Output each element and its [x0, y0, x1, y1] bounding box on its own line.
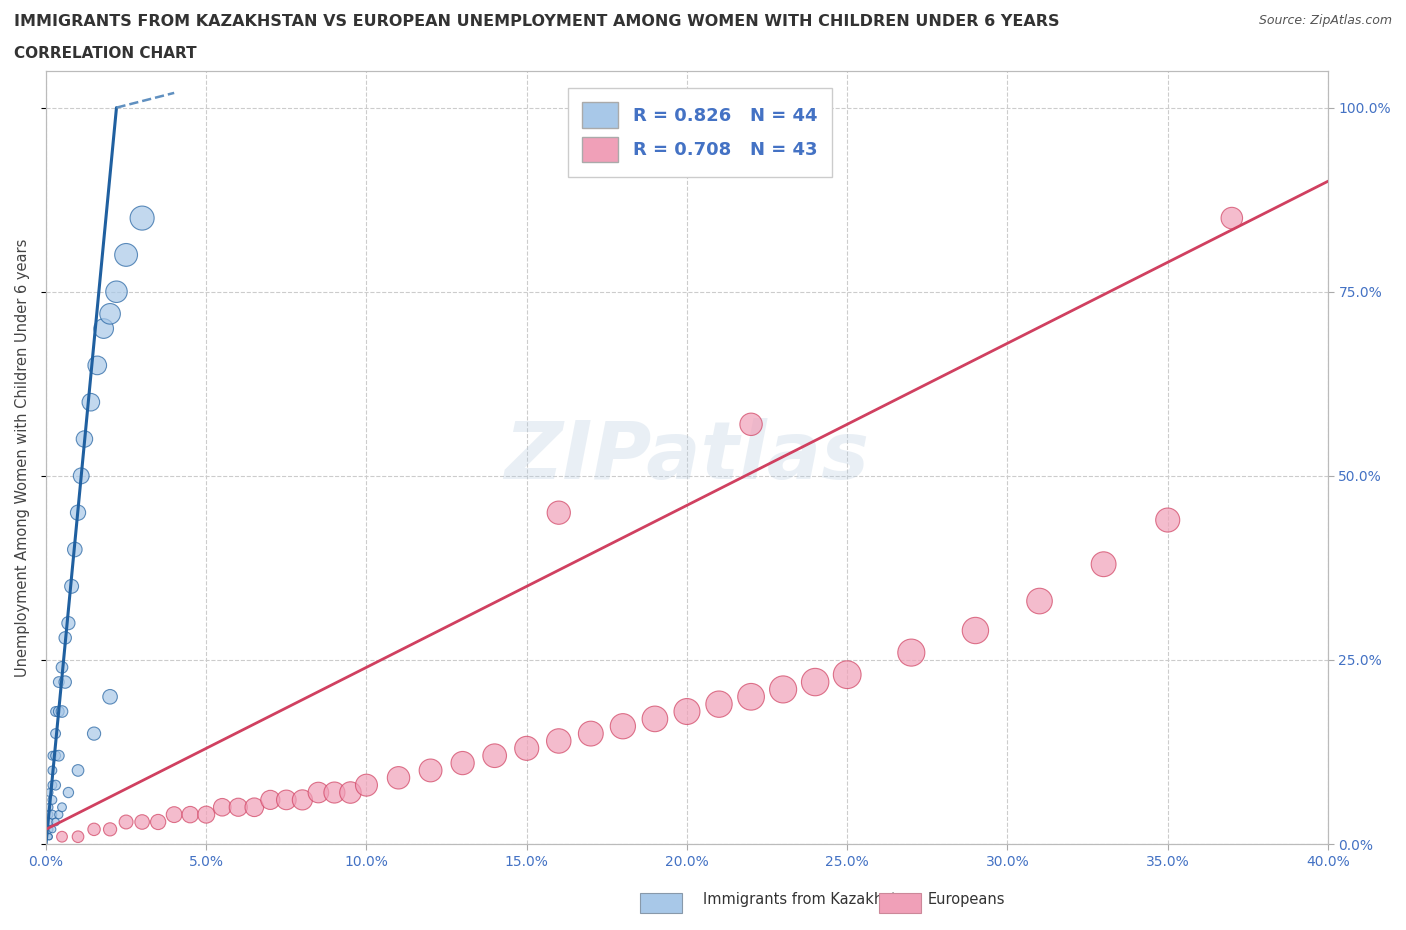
- Text: IMMIGRANTS FROM KAZAKHSTAN VS EUROPEAN UNEMPLOYMENT AMONG WOMEN WITH CHILDREN UN: IMMIGRANTS FROM KAZAKHSTAN VS EUROPEAN U…: [14, 14, 1060, 29]
- Point: [45, 726, 67, 741]
- Point: [38, 800, 60, 815]
- Point: [83, 822, 105, 837]
- Point: [66, 830, 89, 844]
- Point: [51, 830, 73, 844]
- Point: [451, 756, 474, 771]
- Point: [53, 631, 76, 645]
- Point: [307, 785, 329, 800]
- Point: [58, 785, 80, 800]
- Point: [211, 800, 233, 815]
- Point: [676, 704, 699, 719]
- Point: [98, 306, 121, 321]
- Point: [146, 815, 169, 830]
- Point: [115, 815, 138, 830]
- Text: Source: ZipAtlas.com: Source: ZipAtlas.com: [1258, 14, 1392, 27]
- Point: [484, 749, 506, 764]
- Point: [195, 807, 218, 822]
- Point: [80, 394, 103, 409]
- Point: [70, 469, 93, 484]
- Point: [41, 792, 63, 807]
- Point: [83, 726, 105, 741]
- Text: Europeans: Europeans: [928, 892, 1005, 907]
- Point: [419, 763, 441, 777]
- Point: [63, 542, 86, 557]
- Point: [105, 285, 128, 299]
- Point: [707, 697, 730, 711]
- Point: [115, 247, 138, 262]
- Point: [339, 785, 361, 800]
- Point: [243, 800, 266, 815]
- Point: [259, 792, 281, 807]
- Point: [98, 689, 121, 704]
- Point: [60, 578, 83, 593]
- Point: [38, 807, 60, 822]
- Point: [98, 822, 121, 837]
- Legend: R = 0.826   N = 44, R = 0.708   N = 43: R = 0.826 N = 44, R = 0.708 N = 43: [568, 87, 832, 177]
- Point: [45, 749, 67, 764]
- Point: [1157, 512, 1180, 527]
- Point: [644, 711, 666, 726]
- Point: [41, 763, 63, 777]
- Text: Immigrants from Kazakhstan: Immigrants from Kazakhstan: [703, 892, 915, 907]
- Point: [547, 505, 569, 520]
- Point: [1220, 211, 1243, 226]
- Point: [1092, 557, 1115, 572]
- Point: [38, 822, 60, 837]
- Point: [38, 815, 60, 830]
- Point: [51, 800, 73, 815]
- Point: [38, 830, 60, 844]
- Point: [38, 785, 60, 800]
- Text: ZIPatlas: ZIPatlas: [505, 418, 869, 497]
- Point: [740, 417, 762, 432]
- Point: [48, 749, 70, 764]
- Point: [804, 674, 827, 689]
- Point: [1028, 593, 1050, 608]
- Point: [965, 623, 987, 638]
- Point: [58, 616, 80, 631]
- Point: [86, 358, 108, 373]
- Point: [53, 674, 76, 689]
- Point: [356, 777, 378, 792]
- Point: [323, 785, 346, 800]
- Point: [51, 704, 73, 719]
- Point: [41, 822, 63, 837]
- Point: [387, 770, 409, 785]
- Point: [51, 660, 73, 675]
- Point: [48, 674, 70, 689]
- Point: [900, 645, 922, 660]
- Y-axis label: Unemployment Among Women with Children Under 6 years: Unemployment Among Women with Children U…: [15, 238, 30, 677]
- Point: [45, 815, 67, 830]
- Point: [93, 321, 115, 336]
- Point: [163, 807, 186, 822]
- Point: [740, 689, 762, 704]
- Point: [45, 704, 67, 719]
- Point: [41, 749, 63, 764]
- Point: [41, 807, 63, 822]
- Point: [579, 726, 602, 741]
- Point: [276, 792, 298, 807]
- Point: [131, 815, 153, 830]
- Point: [73, 432, 96, 446]
- Point: [48, 704, 70, 719]
- Point: [41, 777, 63, 792]
- Point: [66, 505, 89, 520]
- Point: [179, 807, 201, 822]
- Point: [66, 763, 89, 777]
- Point: [837, 667, 859, 682]
- Point: [226, 800, 249, 815]
- Point: [48, 807, 70, 822]
- Point: [45, 777, 67, 792]
- Point: [131, 211, 153, 226]
- Point: [38, 830, 60, 844]
- Point: [516, 741, 538, 756]
- Point: [772, 682, 794, 697]
- Point: [547, 734, 569, 749]
- Point: [612, 719, 634, 734]
- Text: CORRELATION CHART: CORRELATION CHART: [14, 46, 197, 61]
- Point: [291, 792, 314, 807]
